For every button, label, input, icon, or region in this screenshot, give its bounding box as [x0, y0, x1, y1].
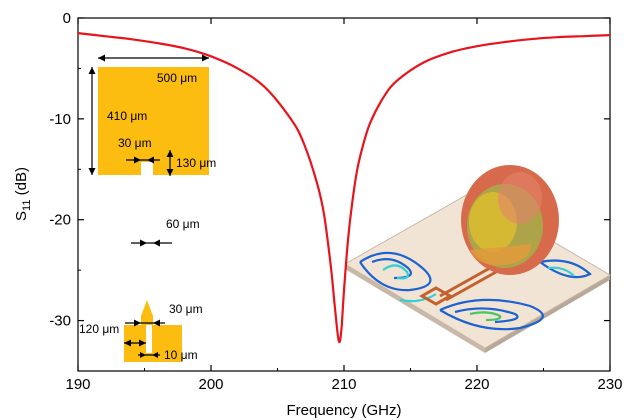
antenna-layout-inset: 500 μm 410 μm 30 μm 130 μm 60 μm 30 μm 1…: [79, 54, 216, 362]
x-tick-label: 190: [65, 376, 90, 393]
arrowhead: [134, 319, 160, 327]
arrowhead: [166, 150, 174, 176]
current-cyan: [399, 293, 437, 303]
radiation-lobe: [461, 165, 559, 275]
radiation-pattern-inset: [344, 165, 611, 353]
axis-ticks: [77, 17, 611, 372]
x-tick-label: 200: [198, 376, 223, 393]
y-tick-label: -10: [49, 111, 71, 128]
x-axis-title: Frequency (GHz): [286, 402, 401, 419]
feed-line: [439, 266, 497, 302]
y-axis-title-unit: (dB): [13, 167, 30, 200]
axis-tick-labels: 190 200 210 220 230 0 -10 -20 -30: [49, 10, 622, 393]
y-axis-title-subscript: 11: [21, 200, 33, 211]
lobe-highlight: [498, 172, 542, 224]
y-tick-label: 0: [63, 10, 71, 27]
arrowhead: [134, 156, 154, 164]
current-blue: [439, 298, 544, 331]
port-pad: [418, 286, 454, 306]
dim-label-10: 10 μm: [164, 348, 198, 362]
substrate-top: [344, 192, 611, 349]
dim-label-60: 60 μm: [166, 217, 200, 231]
x-tick-label: 210: [331, 376, 356, 393]
substrate-side: [345, 264, 485, 353]
y-tick-label: -20: [49, 212, 71, 229]
s11-curve: [77, 32, 611, 344]
dim-label-30-top: 30 μm: [118, 136, 152, 150]
current-green: [469, 311, 502, 322]
antenna-metal-shape: [98, 67, 209, 362]
x-tick-label: 230: [597, 376, 622, 393]
arrowhead: [140, 239, 160, 247]
y-axis-title: S11 (dB): [13, 167, 33, 221]
dim-label-30-bottom: 30 μm: [169, 302, 203, 316]
substrate-side-right: [485, 275, 610, 353]
arrowhead: [124, 339, 146, 347]
dim-label-410: 410 μm: [107, 109, 147, 123]
current-cyan: [382, 264, 409, 280]
dim-label-500: 500 μm: [157, 71, 197, 85]
arrowhead: [140, 352, 158, 358]
dim-label-120: 120 μm: [79, 322, 119, 336]
current-cyan: [547, 266, 575, 277]
bottom-slot: [146, 325, 152, 353]
y-tick-label: -30: [49, 313, 71, 330]
dim-label-130: 130 μm: [176, 156, 216, 170]
surface-currents: [359, 233, 592, 331]
lobe-neck: [470, 244, 532, 266]
x-tick-label: 220: [464, 376, 489, 393]
dimension-arrows: [88, 54, 209, 358]
y-axis-title-main: S: [13, 211, 30, 221]
